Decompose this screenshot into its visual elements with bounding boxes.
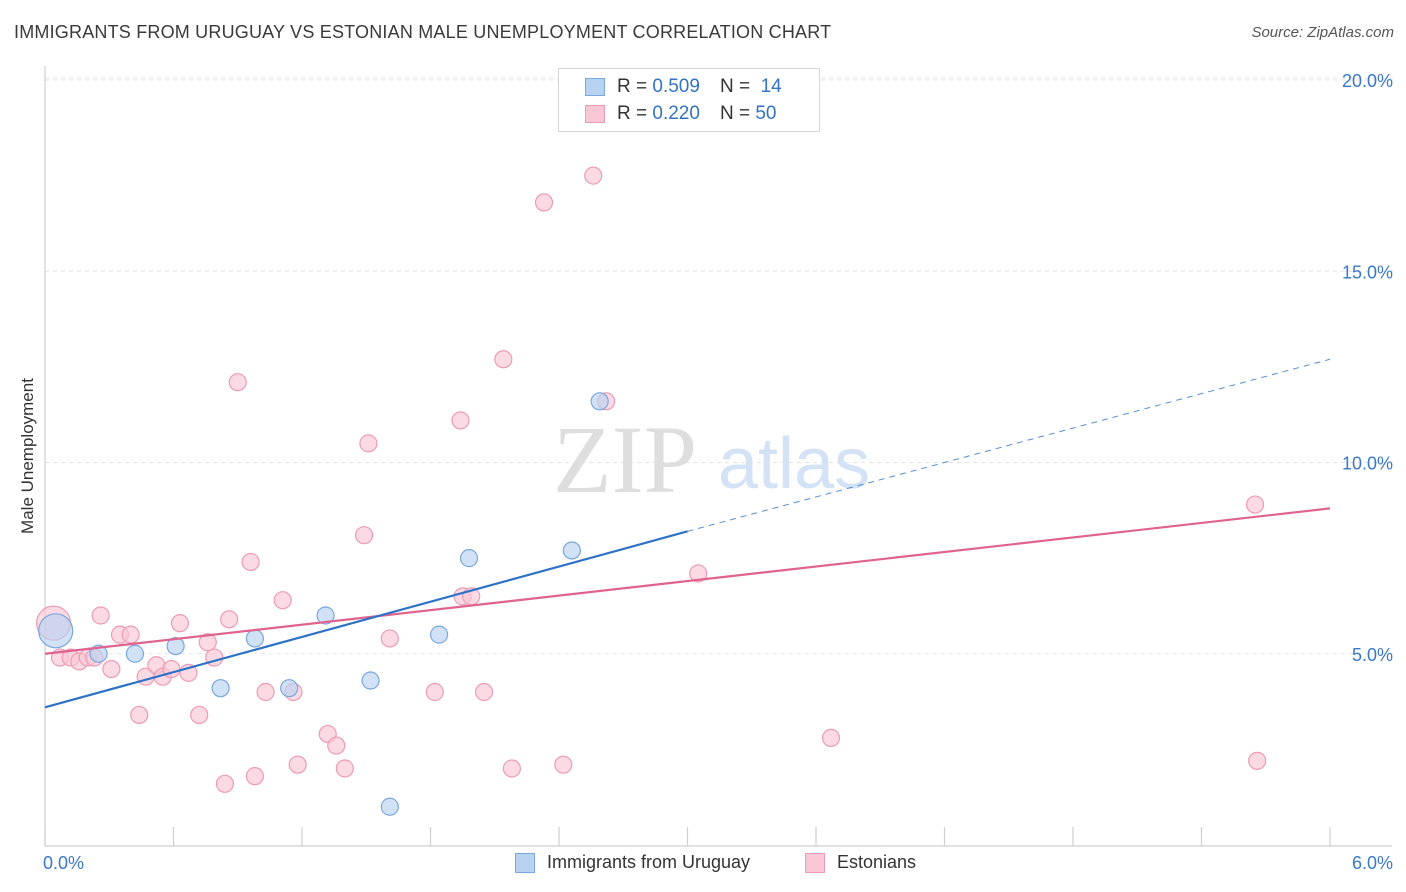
estonian-point	[821, 728, 841, 748]
uruguay-legend-swatch	[515, 852, 535, 873]
estonian-point	[220, 610, 239, 629]
estonian-point	[494, 350, 513, 369]
uruguay-point	[280, 679, 299, 698]
uruguay-point	[211, 679, 230, 698]
uruguay-point	[166, 636, 185, 656]
estonian-point	[359, 434, 378, 453]
stats-legend: R = 0.509 N = 14 R = 0.220 N = 50	[558, 68, 820, 132]
uruguay-point	[380, 797, 399, 816]
tick-labels: 5.0% 10.0% 15.0% 20.0% 0.0% 6.0%	[43, 71, 1393, 873]
stats-legend-row-estonian: R = 0.220 N = 50	[585, 102, 776, 126]
x-tick-label: 6.0%	[1352, 853, 1393, 873]
estonian-point	[198, 633, 217, 652]
estonian-point	[190, 705, 209, 725]
n-label: N =	[719, 76, 751, 97]
uruguay-point	[590, 392, 609, 411]
uruguay-point	[429, 625, 449, 644]
estonian-swatch	[585, 105, 605, 123]
estonian-legend-swatch	[805, 852, 825, 873]
uruguay-point	[361, 671, 380, 690]
uruguay-point	[245, 629, 264, 648]
estonian-point	[474, 682, 494, 702]
estonian-point	[288, 755, 307, 774]
uruguay-trend-line	[44, 530, 688, 709]
uruguay-point	[89, 644, 108, 663]
estonian-point	[502, 759, 521, 778]
estonian-point	[256, 682, 275, 702]
estonian-point	[1245, 495, 1265, 514]
estonian-point	[425, 682, 444, 702]
axes	[44, 66, 1392, 847]
estonian-point	[241, 552, 260, 572]
n-value: 50	[755, 103, 777, 124]
uruguay-points	[38, 392, 609, 816]
r-label: R =	[617, 103, 648, 124]
y-tick-label: 15.0%	[1342, 262, 1393, 282]
watermark-zip: ZIP	[553, 406, 697, 513]
estonian-trend-line	[44, 507, 1331, 655]
uruguay-point	[38, 613, 74, 649]
estonian-point	[170, 614, 190, 633]
estonian-point	[689, 564, 708, 583]
estonian-point	[534, 193, 554, 212]
estonian-point	[102, 659, 121, 679]
estonian-point	[327, 736, 346, 755]
r-value: 0.509	[652, 76, 700, 97]
r-value: 0.220	[652, 103, 700, 124]
uruguay-trend-extension	[687, 358, 1331, 532]
r-label: R =	[617, 76, 648, 97]
legend-item-uruguay[interactable]: Immigrants from Uruguay	[515, 852, 750, 873]
uruguay-point	[562, 541, 581, 560]
source-label: Source: ZipAtlas.com	[1251, 24, 1394, 41]
uruguay-point	[316, 606, 335, 625]
estonian-point	[335, 759, 354, 778]
estonian-point	[380, 629, 399, 648]
y-tick-label: 20.0%	[1342, 71, 1393, 91]
n-value: 14	[760, 76, 782, 97]
chart-title: IMMIGRANTS FROM URUGUAY VS ESTONIAN MALE…	[14, 22, 832, 42]
estonian-point	[1248, 751, 1267, 770]
uruguay-point	[125, 644, 145, 663]
uruguay-point	[459, 549, 479, 568]
estonian-point	[121, 625, 140, 644]
legend-label-uruguay: Immigrants from Uruguay	[547, 852, 751, 872]
estonian-point	[273, 591, 292, 610]
watermark: ZIP atlas	[553, 406, 870, 513]
legend-item-estonians[interactable]: Estonians	[805, 852, 916, 873]
series-legend: Immigrants from Uruguay Estonians	[0, 852, 1406, 876]
watermark-atlas: atlas	[718, 424, 870, 504]
uruguay-swatch	[585, 78, 605, 96]
estonian-point	[584, 166, 603, 185]
y-tick-label: 5.0%	[1352, 645, 1393, 665]
trend-lines	[44, 358, 1331, 709]
estonian-point	[130, 705, 149, 725]
stats-legend-row-uruguay: R = 0.509 N = 14	[585, 75, 782, 99]
estonian-point	[215, 774, 234, 793]
x-tick-label: 0.0%	[43, 853, 84, 873]
legend-label-estonians: Estonians	[837, 852, 917, 872]
n-label: N =	[719, 103, 751, 124]
y-tick-label: 10.0%	[1342, 454, 1393, 474]
estonian-point	[451, 411, 470, 430]
estonian-point	[355, 526, 374, 545]
estonian-point	[228, 373, 247, 392]
estonian-point	[91, 606, 110, 625]
estonian-point	[245, 767, 264, 786]
estonian-point	[554, 755, 573, 774]
